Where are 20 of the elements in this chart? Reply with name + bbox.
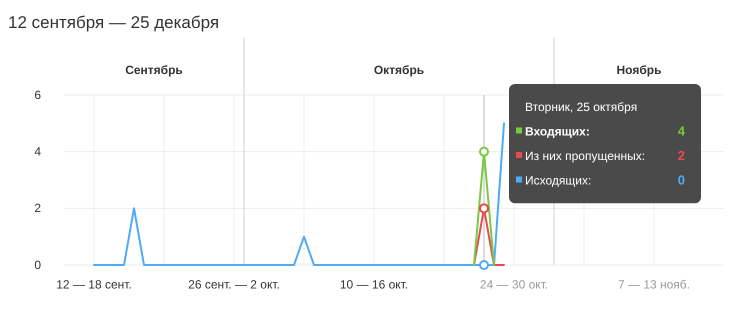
annotation: Вторник, 25 октября [525, 100, 638, 114]
annotation: 4 [678, 124, 686, 138]
text: Сентябрь [125, 63, 183, 77]
y-tick-label: 0 [34, 258, 42, 272]
x-tick-label: 24 — 30 окт. [480, 278, 548, 292]
legend-label: Входящих: [525, 124, 590, 138]
annotation: 2 [678, 148, 685, 163]
y-tick-label: 2 [34, 201, 42, 216]
legend-label: Исходящих: [525, 174, 592, 188]
y-tick-label: 6 [34, 88, 42, 102]
legend-label: Из них пропущенных: [525, 149, 646, 163]
x-tick-label: 26 сент. — 2 окт. [188, 278, 280, 292]
x-tick-label: 7 — 13 нояб. [618, 278, 690, 292]
y-tick-label: 4 [34, 144, 42, 159]
x-tick-label: 10 — 16 окт. [340, 278, 408, 292]
text: Октябрь [374, 63, 424, 77]
x-tick-label: 12 — 18 сент. [56, 278, 132, 292]
text: Ноябрь [616, 63, 662, 77]
annotation: 0 [678, 172, 685, 188]
chart-title: 12 сентября — 25 декабря [8, 13, 220, 32]
